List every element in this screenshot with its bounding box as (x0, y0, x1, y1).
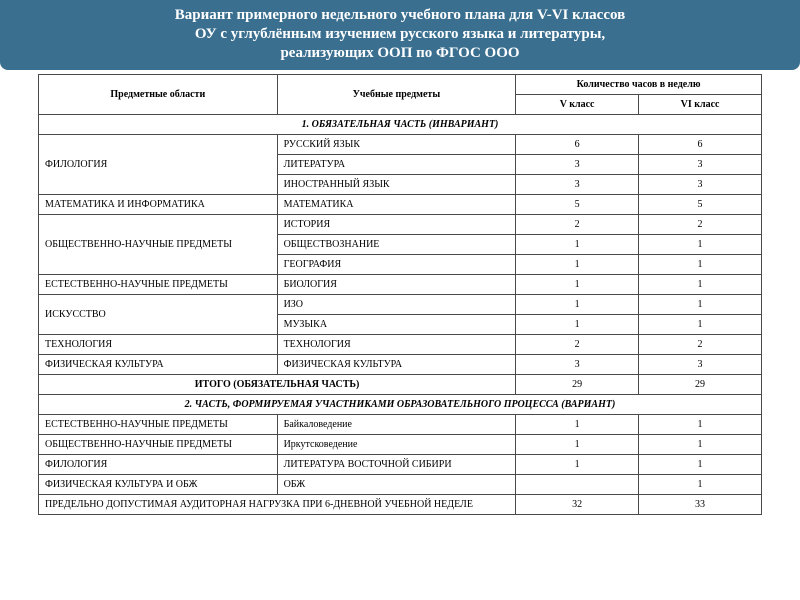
col-class-5: V класс (516, 95, 639, 115)
subj-social-studies: ОБЩЕСТВОЗНАНИЕ (277, 235, 516, 255)
limit-label: ПРЕДЕЛЬНО ДОПУСТИМАЯ АУДИТОРНАЯ НАГРУЗКА… (39, 495, 516, 515)
subj-geography: ГЕОГРАФИЯ (277, 255, 516, 275)
total-label: ИТОГО (ОБЯЗАТЕЛЬНАЯ ЧАСТЬ) (39, 375, 516, 395)
lit-vi: 3 (639, 155, 762, 175)
obzh-vi: 1 (639, 475, 762, 495)
subj-math: МАТЕМАТИКА (277, 195, 516, 215)
row-izo: ИСКУССТВО ИЗО 1 1 (39, 295, 762, 315)
section-1: 1. ОБЯЗАТЕЛЬНАЯ ЧАСТЬ (ИНВАРИАНТ) (39, 115, 762, 135)
section-2: 2. ЧАСТЬ, ФОРМИРУЕМАЯ УЧАСТНИКАМИ ОБРАЗО… (39, 395, 762, 415)
litvs-vi: 1 (639, 455, 762, 475)
col-subjects: Учебные предметы (277, 75, 516, 115)
subj-foreign: ИНОСТРАННЫЙ ЯЗЫК (277, 175, 516, 195)
curriculum-table-wrap: Предметные области Учебные предметы Коли… (0, 70, 800, 519)
subj-lit-siberia: ЛИТЕРАТУРА ВОСТОЧНОЙ СИБИРИ (277, 455, 516, 475)
area-technology: ТЕХНОЛОГИЯ (39, 335, 278, 355)
bio-vi: 1 (639, 275, 762, 295)
col-areas: Предметные области (39, 75, 278, 115)
subj-history: ИСТОРИЯ (277, 215, 516, 235)
hist-vi: 2 (639, 215, 762, 235)
obsh-v: 1 (516, 235, 639, 255)
title-line-3: реализующих ООП по ФГОС ООО (20, 44, 780, 63)
tech-vi: 2 (639, 335, 762, 355)
col-class-6: VI класс (639, 95, 762, 115)
irk-v: 1 (516, 435, 639, 455)
total-v: 29 (516, 375, 639, 395)
geo-vi: 1 (639, 255, 762, 275)
izo-v: 1 (516, 295, 639, 315)
izo-vi: 1 (639, 295, 762, 315)
area-math: МАТЕМАТИКА И ИНФОРМАТИКА (39, 195, 278, 215)
subj-biology: БИОЛОГИЯ (277, 275, 516, 295)
limit-v: 32 (516, 495, 639, 515)
section-2-label: 2. ЧАСТЬ, ФОРМИРУЕМАЯ УЧАСТНИКАМИ ОБРАЗО… (39, 395, 762, 415)
rus-v: 6 (516, 135, 639, 155)
area-social: ОБЩЕСТВЕННО-НАУЧНЫЕ ПРЕДМЕТЫ (39, 215, 278, 275)
row-limit: ПРЕДЕЛЬНО ДОПУСТИМАЯ АУДИТОРНАЯ НАГРУЗКА… (39, 495, 762, 515)
mus-v: 1 (516, 315, 639, 335)
obsh-vi: 1 (639, 235, 762, 255)
row-history: ОБЩЕСТВЕННО-НАУЧНЫЕ ПРЕДМЕТЫ ИСТОРИЯ 2 2 (39, 215, 762, 235)
subj-irkutsk: Иркутсковедение (277, 435, 516, 455)
math-v: 5 (516, 195, 639, 215)
subj-literature: ЛИТЕРАТУРА (277, 155, 516, 175)
area-pe: ФИЗИЧЕСКАЯ КУЛЬТУРА (39, 355, 278, 375)
limit-vi: 33 (639, 495, 762, 515)
page-title-band: Вариант примерного недельного учебного п… (0, 0, 800, 70)
row-biology: ЕСТЕСТВЕННО-НАУЧНЫЕ ПРЕДМЕТЫ БИОЛОГИЯ 1 … (39, 275, 762, 295)
area-philology-2: ФИЛОЛОГИЯ (39, 455, 278, 475)
subj-technology: ТЕХНОЛОГИЯ (277, 335, 516, 355)
header-row-1: Предметные области Учебные предметы Коли… (39, 75, 762, 95)
subj-pe: ФИЗИЧЕСКАЯ КУЛЬТУРА (277, 355, 516, 375)
title-line-2: ОУ с углублённым изучением русского язык… (20, 25, 780, 44)
irk-vi: 1 (639, 435, 762, 455)
bio-v: 1 (516, 275, 639, 295)
row-obzh: ФИЗИЧЕСКАЯ КУЛЬТУРА И ОБЖ ОБЖ 1 (39, 475, 762, 495)
math-vi: 5 (639, 195, 762, 215)
subj-russian: РУССКИЙ ЯЗЫК (277, 135, 516, 155)
subj-music: МУЗЫКА (277, 315, 516, 335)
area-art: ИСКУССТВО (39, 295, 278, 335)
pe-vi: 3 (639, 355, 762, 375)
area-social-2: ОБЩЕСТВЕННО-НАУЧНЫЕ ПРЕДМЕТЫ (39, 435, 278, 455)
subj-izo: ИЗО (277, 295, 516, 315)
col-hours: Количество часов в неделю (516, 75, 762, 95)
pe-v: 3 (516, 355, 639, 375)
row-baikal: ЕСТЕСТВЕННО-НАУЧНЫЕ ПРЕДМЕТЫ Байкаловеде… (39, 415, 762, 435)
subj-obzh: ОБЖ (277, 475, 516, 495)
lit-v: 3 (516, 155, 639, 175)
row-russian: ФИЛОЛОГИЯ РУССКИЙ ЯЗЫК 6 6 (39, 135, 762, 155)
baik-v: 1 (516, 415, 639, 435)
curriculum-table: Предметные области Учебные предметы Коли… (38, 74, 762, 515)
row-irkutsk: ОБЩЕСТВЕННО-НАУЧНЫЕ ПРЕДМЕТЫ Иркутсковед… (39, 435, 762, 455)
for-vi: 3 (639, 175, 762, 195)
area-natural: ЕСТЕСТВЕННО-НАУЧНЫЕ ПРЕДМЕТЫ (39, 275, 278, 295)
hist-v: 2 (516, 215, 639, 235)
area-pe-obzh: ФИЗИЧЕСКАЯ КУЛЬТУРА И ОБЖ (39, 475, 278, 495)
row-total: ИТОГО (ОБЯЗАТЕЛЬНАЯ ЧАСТЬ) 29 29 (39, 375, 762, 395)
total-vi: 29 (639, 375, 762, 395)
geo-v: 1 (516, 255, 639, 275)
row-pe: ФИЗИЧЕСКАЯ КУЛЬТУРА ФИЗИЧЕСКАЯ КУЛЬТУРА … (39, 355, 762, 375)
row-lit-siberia: ФИЛОЛОГИЯ ЛИТЕРАТУРА ВОСТОЧНОЙ СИБИРИ 1 … (39, 455, 762, 475)
for-v: 3 (516, 175, 639, 195)
row-math: МАТЕМАТИКА И ИНФОРМАТИКА МАТЕМАТИКА 5 5 (39, 195, 762, 215)
title-line-1: Вариант примерного недельного учебного п… (20, 6, 780, 25)
subj-baikal: Байкаловедение (277, 415, 516, 435)
baik-vi: 1 (639, 415, 762, 435)
area-philology: ФИЛОЛОГИЯ (39, 135, 278, 195)
tech-v: 2 (516, 335, 639, 355)
row-technology: ТЕХНОЛОГИЯ ТЕХНОЛОГИЯ 2 2 (39, 335, 762, 355)
obzh-v (516, 475, 639, 495)
rus-vi: 6 (639, 135, 762, 155)
litvs-v: 1 (516, 455, 639, 475)
mus-vi: 1 (639, 315, 762, 335)
area-natural-2: ЕСТЕСТВЕННО-НАУЧНЫЕ ПРЕДМЕТЫ (39, 415, 278, 435)
section-1-label: 1. ОБЯЗАТЕЛЬНАЯ ЧАСТЬ (ИНВАРИАНТ) (39, 115, 762, 135)
